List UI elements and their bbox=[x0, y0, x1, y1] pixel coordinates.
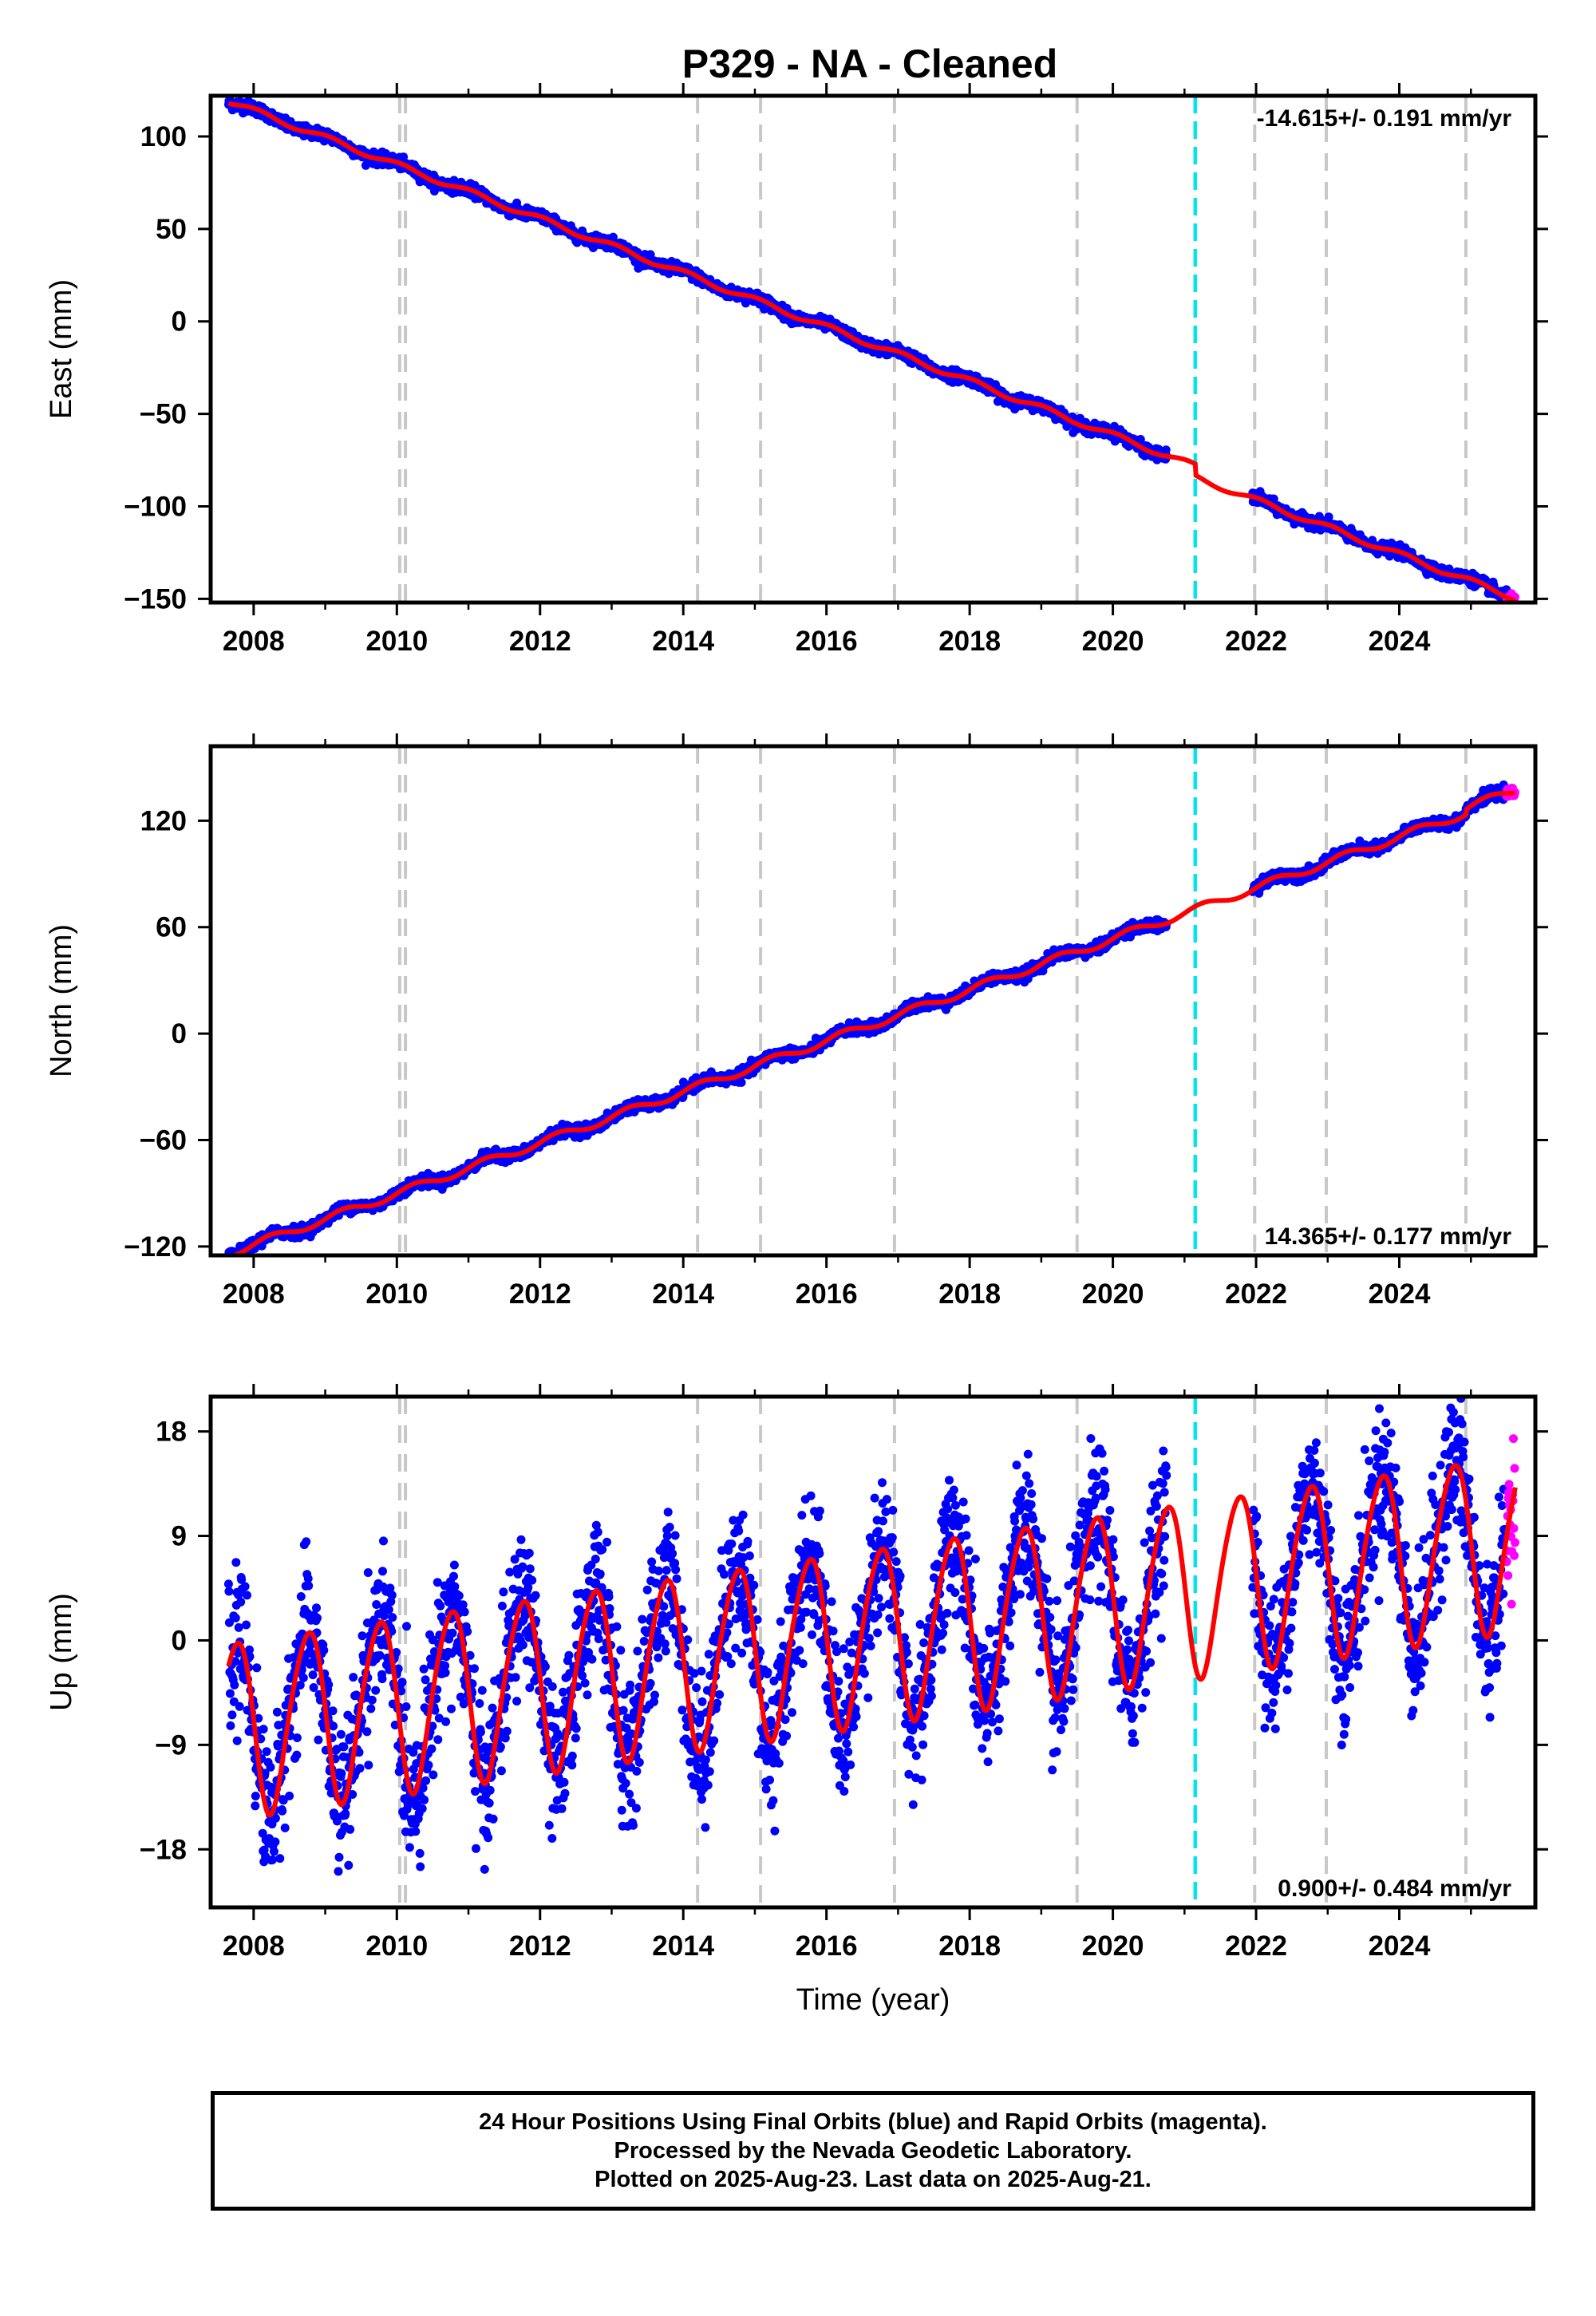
chart-panel-north: 2008 2010 2012 2014 2016 2018 2020 2022 2024−120… bbox=[45, 733, 1548, 1310]
y-tick-label: −50 bbox=[140, 399, 187, 430]
y-tick-label: 50 bbox=[156, 214, 187, 245]
y-axis-label: East (mm) bbox=[45, 279, 78, 419]
chart-panel-east: 2008 2010 2012 2014 2016 2018 2020 2022 2024 −150… bbox=[45, 83, 1548, 657]
figure-title: P329 - NA - Cleaned bbox=[682, 41, 1058, 86]
x-tick-label: 2010 bbox=[365, 626, 428, 657]
x-tick-label: 2024 bbox=[1369, 626, 1431, 657]
final-orbit-points bbox=[224, 780, 1511, 1255]
y-tick-label: 0 bbox=[172, 306, 187, 338]
y-tick-label: −100 bbox=[124, 491, 187, 522]
x-tick-label: 2020 bbox=[1082, 626, 1144, 657]
rate-annotation: -14.615+/- 0.191 mm/yr bbox=[1257, 105, 1512, 132]
y-tick-label: −150 bbox=[124, 583, 187, 615]
y-tick-label: 100 bbox=[140, 121, 187, 152]
x-tick-label: 2016 bbox=[796, 626, 858, 657]
data-point bbox=[737, 1077, 746, 1087]
x-tick-label: 2012 bbox=[509, 626, 571, 657]
x-tick-label: 2008 bbox=[223, 626, 285, 657]
x-tick-label: 2018 bbox=[938, 626, 1001, 657]
x-tick-label: 2022 bbox=[1225, 626, 1287, 657]
x-tick-label: 2014 bbox=[652, 626, 714, 657]
